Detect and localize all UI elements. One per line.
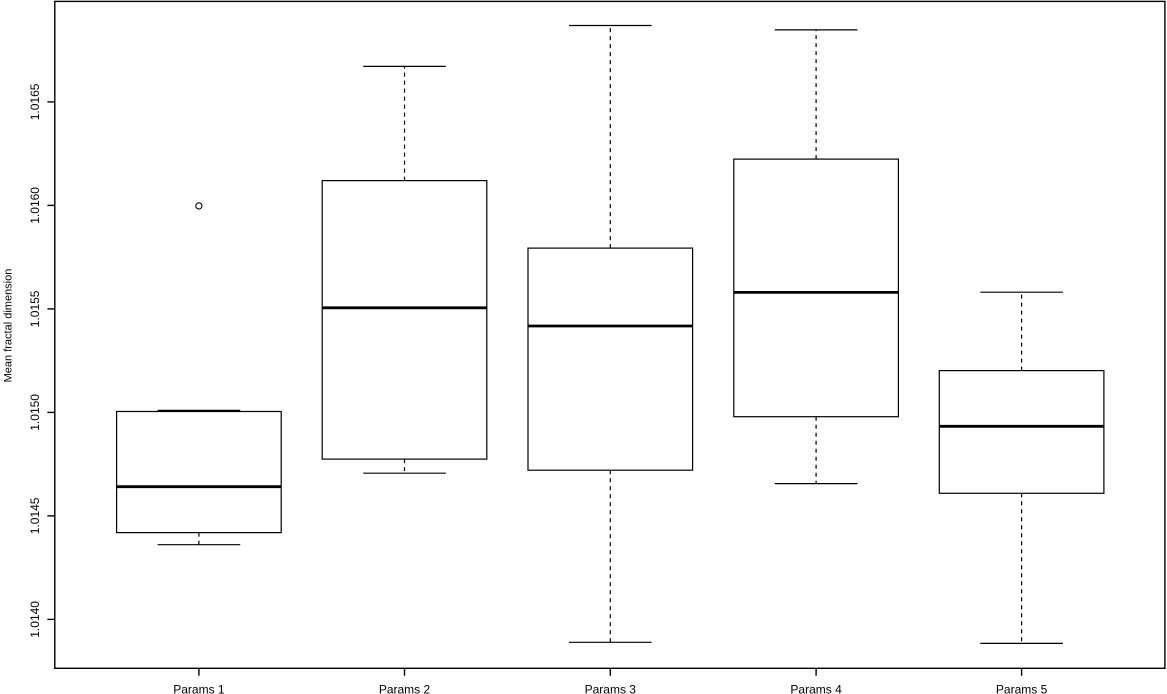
svg-text:Params 5: Params 5 bbox=[996, 682, 1048, 694]
svg-text:1.0160: 1.0160 bbox=[28, 187, 42, 224]
svg-text:1.0145: 1.0145 bbox=[28, 497, 42, 534]
svg-text:Params 1: Params 1 bbox=[173, 682, 225, 694]
svg-text:Params 4: Params 4 bbox=[790, 682, 842, 694]
svg-text:1.0140: 1.0140 bbox=[28, 601, 42, 638]
svg-text:1.0150: 1.0150 bbox=[28, 394, 42, 431]
svg-text:Params 2: Params 2 bbox=[379, 682, 431, 694]
svg-text:1.0165: 1.0165 bbox=[28, 83, 42, 120]
svg-text:Mean fractal dimension: Mean fractal dimension bbox=[2, 269, 14, 383]
svg-text:Params 3: Params 3 bbox=[585, 682, 637, 694]
svg-text:1.0155: 1.0155 bbox=[28, 290, 42, 327]
